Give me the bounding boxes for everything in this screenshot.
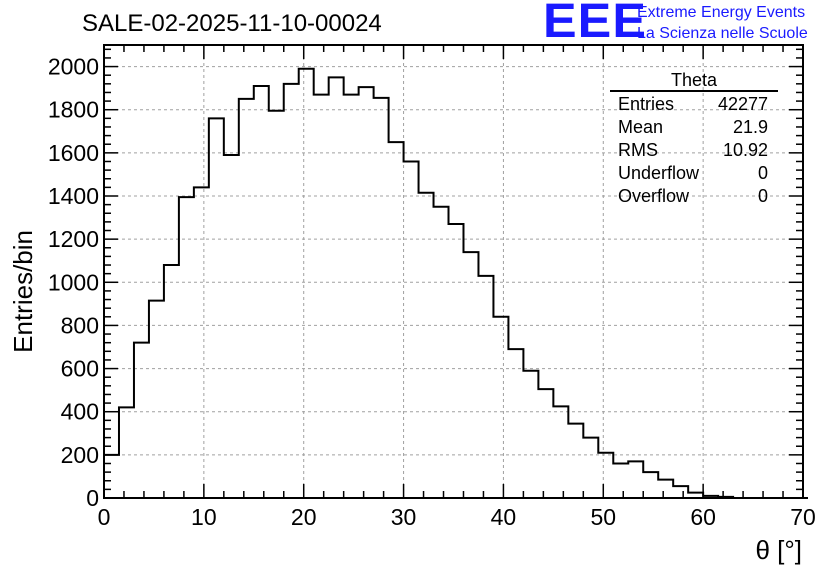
y-tick-label: 1000: [48, 269, 99, 295]
histogram-bin: [419, 193, 434, 498]
eee-logo: EEE: [543, 0, 647, 48]
x-tick-label: 20: [291, 504, 317, 530]
histogram-bin: [508, 349, 523, 498]
histogram-bin: [628, 461, 643, 498]
y-axis-label: Entries/bin: [8, 230, 38, 353]
y-tick-label: 1400: [48, 183, 99, 209]
y-tick-label: 0: [86, 485, 99, 511]
stats-row-rms: RMS 10.92: [610, 139, 778, 162]
stats-label: Underflow: [618, 163, 700, 183]
histogram-bin: [553, 406, 568, 498]
logo-subtitle-line1: Extreme Energy Events: [637, 4, 806, 21]
stats-label: Mean: [618, 117, 664, 137]
stats-value: 42277: [717, 94, 768, 114]
histogram-bin: [598, 453, 613, 498]
y-tick-label: 2000: [48, 54, 99, 80]
histogram-bin: [224, 155, 239, 498]
histogram-bin: [194, 187, 209, 498]
chart-title: SALE-02-2025-11-10-00024: [82, 10, 382, 37]
histogram-bin: [344, 95, 359, 498]
histogram-bin: [239, 99, 254, 498]
stats-title: Theta: [670, 70, 718, 90]
histogram-bin: [374, 98, 389, 498]
stats-label: Overflow: [618, 186, 690, 206]
grid-lines: [104, 45, 803, 498]
stats-value: 21.9: [732, 117, 768, 137]
x-tick-label: 30: [391, 504, 417, 530]
stats-value: 0: [757, 163, 768, 183]
x-tick-label: 10: [191, 504, 217, 530]
histogram-bin: [643, 472, 658, 498]
stats-label: RMS: [618, 140, 658, 160]
histogram-bin: [478, 276, 493, 498]
histogram-bin: [613, 463, 628, 498]
histogram-bin: [284, 84, 299, 498]
histogram-bin: [538, 389, 553, 498]
y-tick-label: 200: [61, 442, 99, 468]
histogram-bin: [209, 118, 224, 498]
histogram-bin: [314, 95, 329, 498]
histogram-bin: [104, 455, 119, 498]
stats-row-mean: Mean 21.9: [610, 116, 778, 139]
x-tick-label: 40: [491, 504, 517, 530]
histogram-bin: [434, 207, 449, 498]
statistics-box: Theta Entries 42277 Mean 21.9 RMS 10.92 …: [610, 70, 778, 208]
histogram-bin: [149, 301, 164, 498]
y-tick-label: 800: [61, 312, 99, 338]
y-tick-label: 600: [61, 356, 99, 382]
histogram-bin: [658, 480, 673, 498]
histogram-outline: [103, 67, 808, 499]
logo-subtitle-line2: La Scienza nelle Scuole: [637, 25, 808, 42]
stats-label: Entries: [618, 94, 675, 114]
stats-value: 10.92: [722, 140, 768, 160]
stats-divider: [610, 90, 778, 92]
histogram-bin: [269, 111, 284, 498]
histogram-bin: [119, 407, 134, 498]
histogram-bin: [389, 142, 404, 498]
histogram-bin: [673, 486, 688, 498]
histogram-bin: [359, 87, 374, 498]
histogram-bin: [463, 252, 478, 498]
histogram-bin: [568, 424, 583, 498]
plot-frame: [103, 44, 804, 499]
histogram-bin: [164, 265, 179, 498]
x-tick-label: 0: [98, 504, 111, 530]
axes-frame: [103, 44, 804, 499]
histogram-bin: [493, 317, 508, 498]
histogram-bin: [134, 343, 149, 498]
x-tick-label: 60: [690, 504, 716, 530]
x-tick-label: 50: [590, 504, 616, 530]
x-tick-label: 70: [790, 504, 816, 530]
y-tick-label: 1800: [48, 97, 99, 123]
stats-row-underflow: Underflow 0: [610, 162, 778, 185]
histogram-series: [103, 67, 808, 499]
x-axis-ticks: 0 10 20 30 40 50 60 70: [98, 45, 816, 530]
histogram-bin: [404, 161, 419, 498]
y-tick-label: 1600: [48, 140, 99, 166]
histogram-bin: [449, 224, 464, 498]
y-axis-ticks: 0 200 400 600 800 1000 1200 1400 1600 1800 2000: [48, 48, 803, 511]
x-axis-label: θ [°]: [755, 535, 802, 565]
stats-row-entries: Entries 42277: [610, 93, 778, 116]
stats-value: 0: [757, 186, 768, 206]
y-tick-label: 1200: [48, 226, 99, 252]
histogram-bin: [583, 438, 598, 498]
histogram-bin: [523, 371, 538, 498]
histogram-bin: [329, 77, 344, 498]
histogram-bin: [254, 86, 269, 498]
histogram-bin: [179, 197, 194, 498]
stats-row-overflow: Overflow 0: [610, 185, 778, 208]
y-tick-label: 400: [61, 399, 99, 425]
histogram-bin: [299, 69, 314, 498]
